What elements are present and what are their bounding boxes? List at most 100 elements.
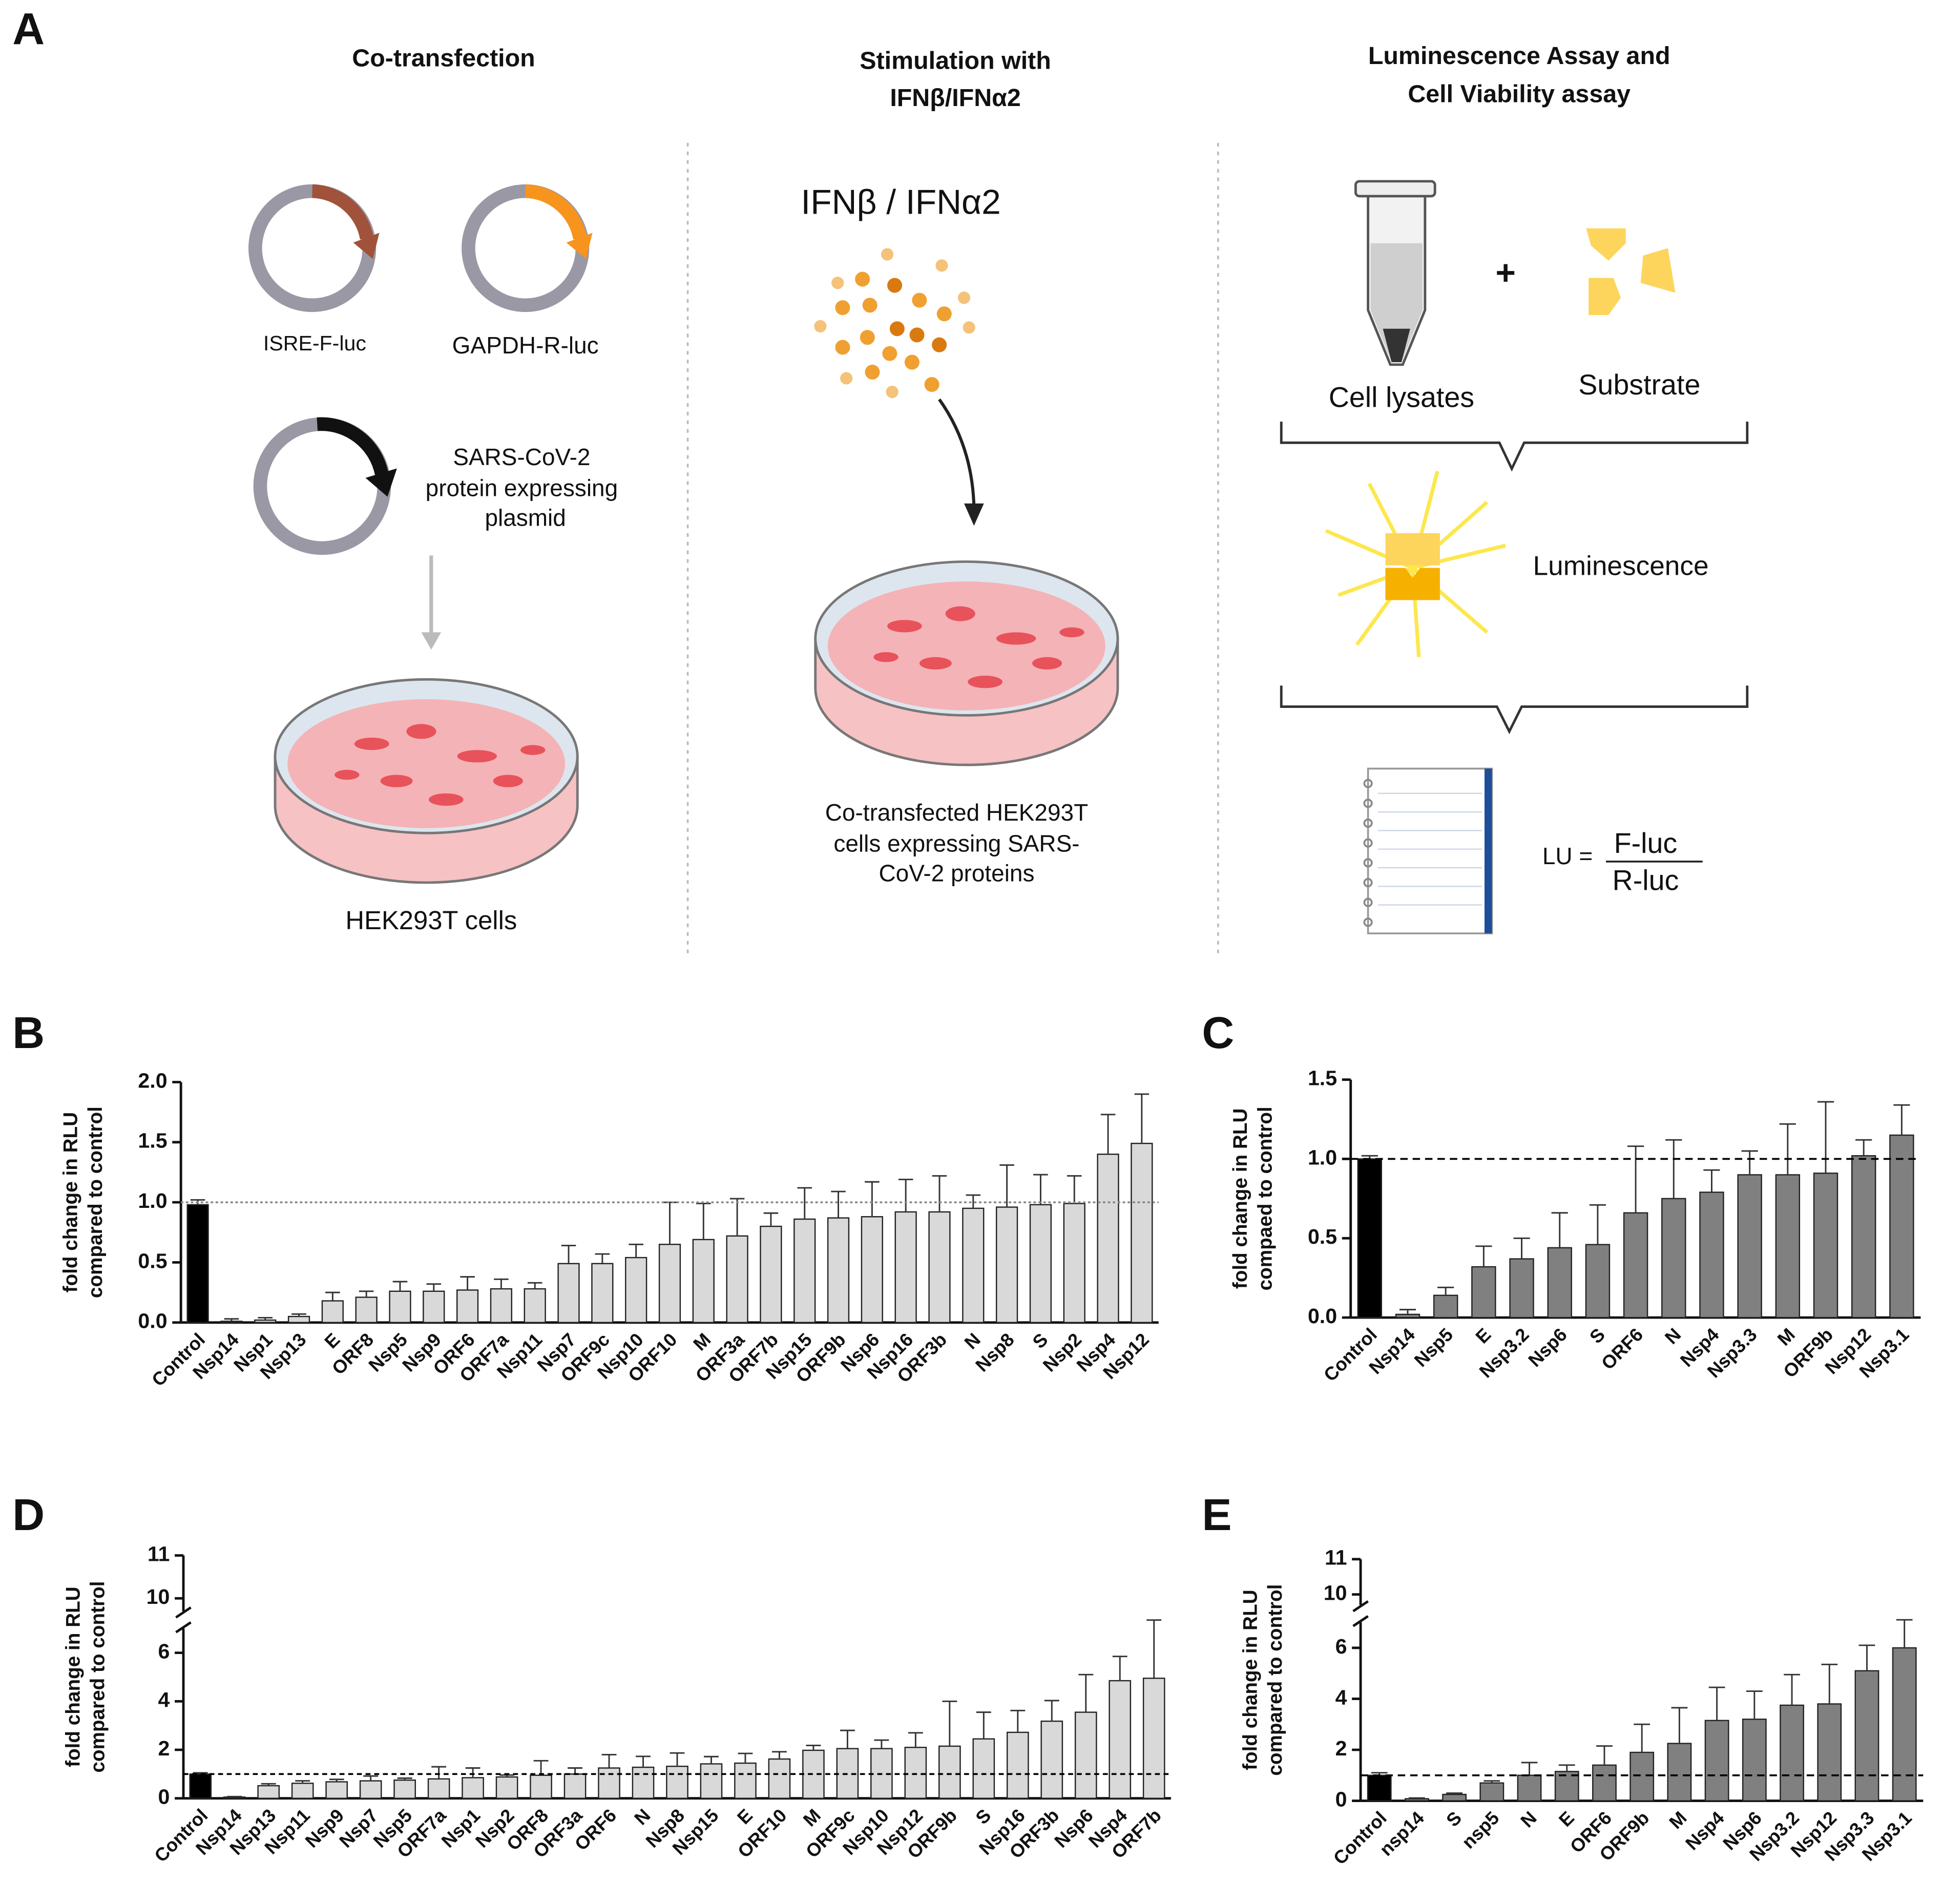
y-tick-label: 0.0: [1308, 1304, 1337, 1328]
bar: [760, 1225, 782, 1323]
bar: [995, 1206, 1018, 1323]
y-tick-label: 0.0: [138, 1309, 167, 1333]
bar: [1889, 1134, 1914, 1319]
bar: [768, 1758, 791, 1799]
y-tick-label: 1.5: [138, 1129, 167, 1153]
bar: [1063, 1203, 1085, 1323]
plus: +: [1495, 254, 1516, 292]
bar: [1404, 1798, 1429, 1802]
y-axis-label: compared to control: [1264, 1584, 1286, 1776]
y-tick-label: 10: [1324, 1581, 1347, 1605]
tube: [1354, 180, 1436, 366]
y-tick-label: 1.0: [138, 1189, 167, 1212]
y-axis-label: fold change in RLU: [1239, 1589, 1261, 1770]
bar: [666, 1765, 688, 1799]
bar: [490, 1288, 513, 1323]
ifn-particles: [814, 248, 975, 399]
bar: [827, 1217, 850, 1323]
axis-break: [1352, 1615, 1369, 1627]
bar: [938, 1745, 961, 1799]
panel-label: B: [12, 1008, 45, 1058]
y-tick-label: 4: [1335, 1685, 1347, 1709]
bar: [1817, 1703, 1842, 1802]
y-axis-label: fold change in RLU: [1229, 1108, 1251, 1289]
bar: [1109, 1680, 1132, 1799]
y-axis-label: compaed to control: [1254, 1106, 1276, 1290]
panel-label: E: [1202, 1490, 1231, 1540]
petri-dish: [814, 560, 1119, 766]
bar: [591, 1263, 614, 1323]
bar: [1742, 1719, 1767, 1802]
substrate-label: Substrate: [1578, 369, 1700, 401]
y-tick-label: 1.5: [1308, 1066, 1337, 1090]
bar: [557, 1263, 580, 1323]
bar: [1442, 1793, 1467, 1802]
bar: [1357, 1158, 1383, 1319]
y-tick-label: 0.5: [138, 1249, 167, 1272]
bar: [692, 1239, 715, 1323]
y-axis-label: compared to control: [87, 1581, 109, 1773]
column-title: Stimulation with: [860, 47, 1051, 74]
y-tick-label: 6: [1335, 1635, 1347, 1658]
arrow: [421, 555, 442, 650]
bar: [220, 1321, 243, 1323]
bar: [1661, 1198, 1686, 1319]
notebook: [1363, 767, 1493, 935]
panel-label: C: [1202, 1008, 1234, 1058]
y-tick-label: 2: [1335, 1736, 1347, 1760]
bar: [793, 1218, 816, 1323]
substrate-icon: [1586, 228, 1676, 316]
lysates-label: Cell lysates: [1329, 381, 1474, 413]
bar: [456, 1289, 479, 1323]
bar: [1367, 1774, 1392, 1802]
bar: [423, 1290, 445, 1323]
panel-label: A: [12, 5, 45, 54]
stimulus-label: IFNβ / IFNα2: [801, 183, 1000, 222]
bar: [291, 1783, 314, 1799]
bar: [524, 1288, 546, 1323]
bar: [962, 1207, 985, 1323]
bar: [1509, 1258, 1534, 1319]
formula-numerator: F-luc: [1614, 827, 1678, 859]
bar: [1479, 1782, 1505, 1802]
bar: [325, 1781, 348, 1799]
y-tick-label: 6: [158, 1639, 170, 1663]
stimulated-label: CoV-2 proteins: [879, 860, 1034, 887]
bar: [1667, 1743, 1692, 1802]
bar: [1585, 1244, 1611, 1319]
bracket: [1280, 422, 1749, 472]
y-axis-label: fold change in RLU: [62, 1586, 84, 1767]
bar: [928, 1211, 951, 1323]
bar: [700, 1763, 723, 1799]
y-axis-label: compared to control: [85, 1106, 107, 1298]
bar: [254, 1319, 277, 1323]
column-title: IFNβ/IFNα2: [890, 84, 1020, 112]
bar: [625, 1257, 647, 1323]
bar: [257, 1785, 280, 1799]
bar: [563, 1773, 587, 1799]
bar: [355, 1296, 378, 1323]
bar: [321, 1300, 344, 1323]
bar: [1517, 1774, 1542, 1802]
y-tick-label: 11: [1325, 1546, 1347, 1570]
bar: [1097, 1154, 1119, 1323]
cells-label: HEK293T cells: [345, 906, 517, 935]
bar: [427, 1778, 450, 1799]
bar: [1629, 1751, 1655, 1802]
bar: [734, 1762, 757, 1799]
bar: [904, 1747, 927, 1799]
formula-denominator: R-luc: [1613, 865, 1679, 896]
y-axis-label: fold change in RLU: [60, 1112, 82, 1292]
bar: [894, 1211, 917, 1323]
y-tick-label: 1.0: [1308, 1145, 1337, 1169]
bar: [1131, 1142, 1153, 1323]
stimulated-label: cells expressing SARS-: [833, 830, 1079, 857]
stimulated-label: Co-transfected HEK293T: [825, 799, 1088, 826]
bar: [1851, 1155, 1876, 1319]
bar: [1892, 1647, 1917, 1802]
petri-dish: [274, 678, 579, 884]
y-tick-label: 2: [158, 1736, 170, 1760]
dividers: [686, 142, 1219, 957]
plasmid-label: GAPDH-R-luc: [452, 332, 599, 359]
bar: [598, 1767, 620, 1799]
